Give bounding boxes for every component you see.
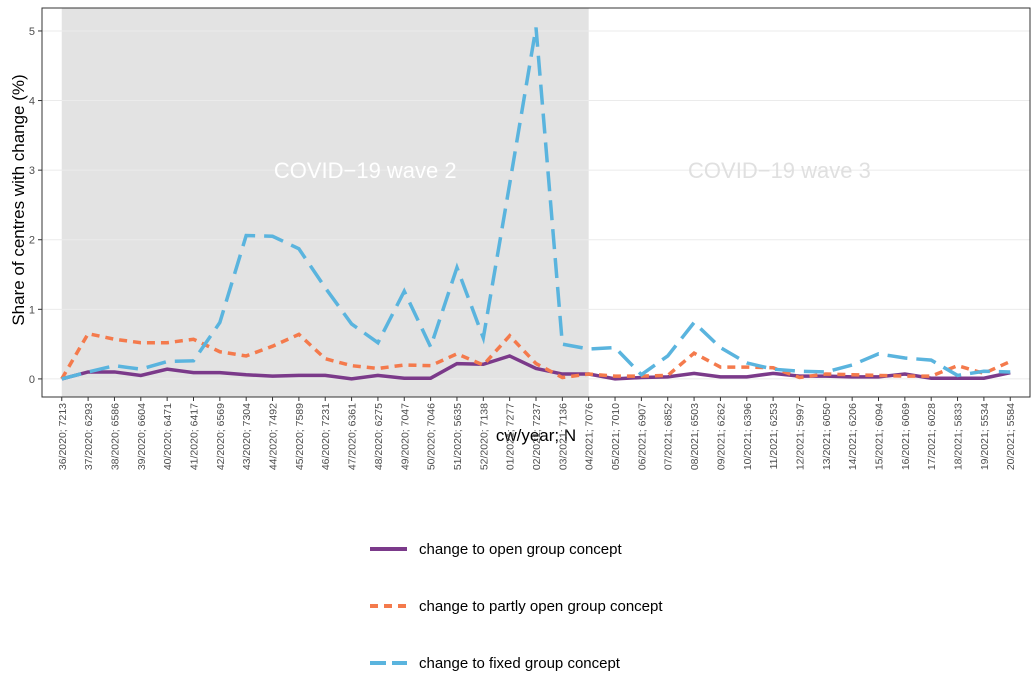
x-tick-label: 07/2021; 6852 [663, 403, 675, 470]
plot-border [41, 7, 1031, 398]
legend-label: change to fixed group concept [419, 655, 621, 672]
x-tick-label: 16/2021; 6069 [900, 403, 912, 470]
x-tick-label: 19/2021; 5534 [979, 403, 991, 470]
x-tick-label: 48/2020; 6275 [373, 403, 385, 470]
x-tick-label: 03/2021; 7136 [557, 403, 569, 470]
x-tick-label: 41/2020; 6417 [188, 403, 200, 470]
x-tick-label: 38/2020; 6586 [109, 403, 121, 470]
x-tick-label: 04/2021; 7076 [584, 403, 596, 470]
series-line [61, 354, 1011, 381]
legend-label: change to open group concept [419, 541, 622, 558]
x-tick-label: 50/2020; 7046 [426, 403, 438, 470]
x-tick-label: 44/2020; 7492 [268, 403, 280, 470]
x-tick-label: 15/2021; 6094 [874, 403, 886, 470]
x-tick-label: 11/2021; 6253 [768, 403, 780, 470]
x-tick-label: 20/2021; 5584 [1005, 403, 1017, 470]
x-tick-label: 05/2021; 7010 [610, 403, 622, 470]
x-tick-label: 09/2021; 6262 [715, 403, 727, 470]
y-axis-label: Share of centres with change (%) [9, 74, 28, 325]
y-tick-label: 1 [29, 304, 35, 316]
series-line [61, 27, 1011, 381]
x-tick-label: 06/2021; 6907 [636, 403, 648, 470]
x-tick-label: 39/2020; 6604 [136, 403, 148, 470]
x-tick-label: 51/2020; 5635 [452, 403, 464, 470]
y-tick-label: 2 [29, 235, 35, 247]
x-tick-label: 46/2020; 7231 [320, 403, 332, 470]
annotation: COVID−19 wave 2 [274, 158, 457, 183]
x-tick-label: 43/2020; 7304 [241, 403, 253, 470]
x-tick-label: 14/2021; 6206 [847, 403, 859, 470]
x-tick-label: 17/2021; 6028 [926, 403, 938, 470]
x-tick-label: 36/2020; 7213 [57, 403, 69, 470]
x-tick-label: 12/2021; 5997 [794, 403, 806, 470]
y-tick-label: 0 [29, 374, 35, 386]
x-tick-label: 18/2021; 5833 [953, 403, 965, 470]
x-tick-label: 42/2020; 6569 [215, 403, 227, 470]
x-tick-label: 47/2020; 6361 [347, 403, 359, 470]
shaded-region [61, 8, 589, 397]
series-line [60, 331, 1011, 380]
x-tick-label: 37/2020; 6293 [83, 403, 95, 470]
x-tick-label: 08/2021; 6503 [689, 403, 701, 470]
y-tick-label: 5 [29, 26, 35, 38]
x-tick-label: 13/2021; 6050 [821, 403, 833, 470]
legend-label: change to partly open group concept [419, 598, 663, 615]
x-axis-label: cw/year; N [496, 426, 576, 445]
x-tick-label: 45/2020; 7589 [294, 403, 306, 470]
x-tick-label: 01/2021; 7277 [505, 403, 517, 470]
y-tick-label: 3 [29, 165, 35, 177]
x-tick-label: 49/2020; 7047 [399, 403, 411, 470]
y-tick-label: 4 [29, 96, 35, 108]
x-tick-label: 40/2020; 6471 [162, 403, 174, 470]
x-tick-label: 52/2020; 7138 [478, 403, 490, 470]
x-tick-label: 02/2021; 7237 [531, 403, 543, 470]
x-tick-label: 10/2021; 6396 [742, 403, 754, 470]
annotation: COVID−19 wave 3 [688, 158, 871, 183]
